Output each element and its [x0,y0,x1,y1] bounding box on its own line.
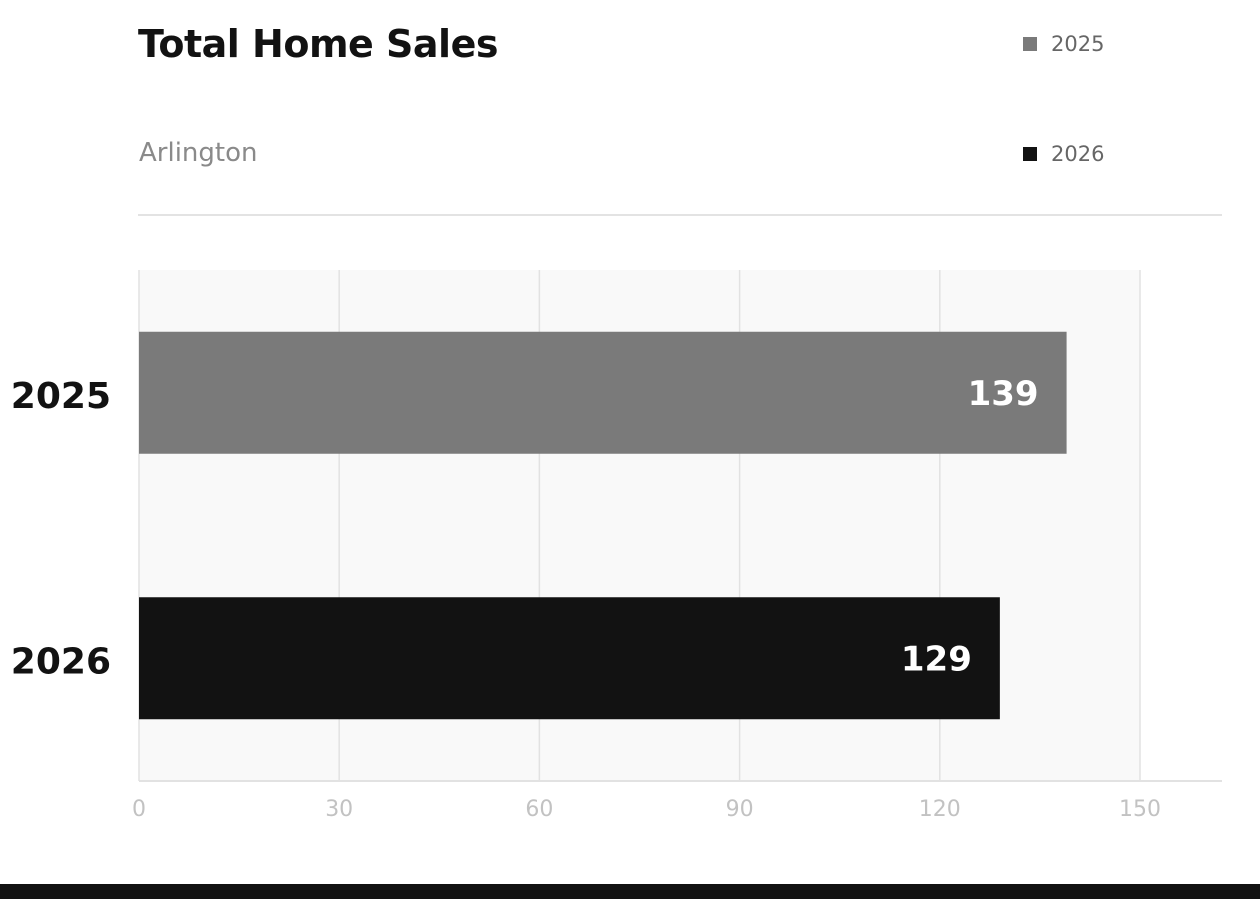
x-tick-label-150: 150 [1119,797,1161,822]
bar-chart: 0 30 60 90 120 150 139 2025 129 2026 [11,270,1222,822]
legend-swatch-2025 [1023,37,1037,51]
header-divider [138,214,1222,216]
category-label-2026: 2026 [11,641,111,682]
legend-item-2025[interactable]: 2025 [1023,32,1104,56]
bar-2025 [139,331,1067,454]
legend-label-2025: 2025 [1051,32,1105,56]
category-label-2025: 2025 [11,376,111,417]
legend-label-2026: 2026 [1051,142,1105,166]
bar-value-label-2026: 129 [901,639,972,679]
x-tick-label-120: 120 [919,797,961,822]
chart-title: Total Home Sales [138,22,498,66]
legend-item-2026[interactable]: 2026 [1023,142,1104,166]
x-tick-label-60: 60 [525,797,553,822]
bar-2026 [139,597,1000,720]
footer-bar [0,884,1260,899]
x-tick-label-90: 90 [726,797,754,822]
x-tick-label-0: 0 [132,797,146,822]
chart-subtitle: Arlington [139,138,258,168]
legend-swatch-2026 [1023,147,1037,161]
x-tick-label-30: 30 [325,797,353,822]
bar-value-label-2025: 139 [968,374,1039,414]
